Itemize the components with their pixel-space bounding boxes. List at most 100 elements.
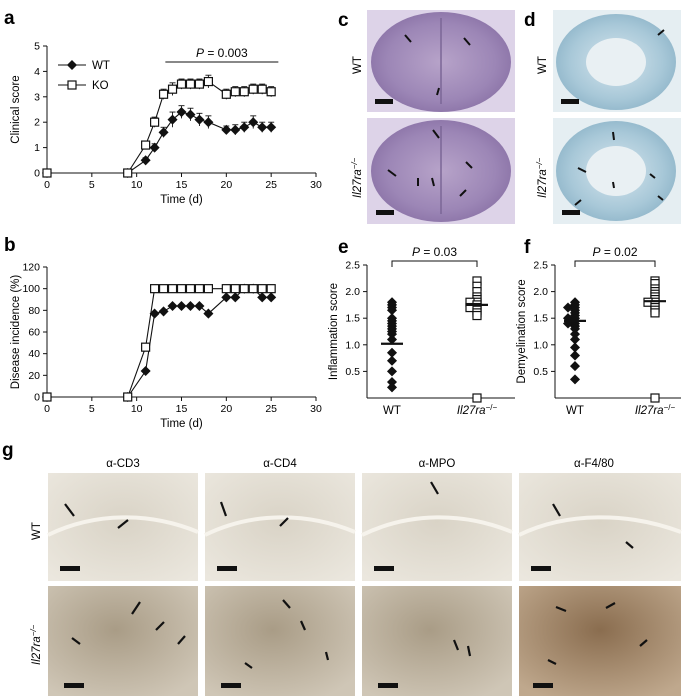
stain-label-mpo: α-MPO xyxy=(419,458,456,470)
chart-b-point-ko xyxy=(167,284,178,294)
chart-e-significance-bracket xyxy=(391,260,478,267)
panel-c-row-wt-label: WT xyxy=(352,56,364,74)
chart-a-legend-label: KO xyxy=(92,80,109,92)
chart-b-point-ko xyxy=(266,284,276,294)
chart-e-category-label: Il27ra−/− xyxy=(457,403,498,417)
chart-f-y-tick-label: 0.5 xyxy=(533,366,548,378)
chart-e-p-value: P = 0.03 xyxy=(412,245,457,259)
chart-a-legend-marker xyxy=(67,80,77,90)
chart-a-x-tick-label: 10 xyxy=(131,179,143,191)
chart-a-point-ko xyxy=(158,89,169,99)
chart-a-x-tick-label: 5 xyxy=(89,179,95,191)
chart-e-data-point xyxy=(472,393,482,403)
chart-a-point-wt xyxy=(266,122,277,133)
chart-a-clinical-score: 0 5 10 15 20 25 30 0 1 2 3 4 5 Time (d) Clinical score… xyxy=(10,41,322,207)
ihc-wt-meninges xyxy=(47,515,682,537)
scale-bar-icon xyxy=(60,566,80,571)
chart-a-point-ko xyxy=(239,87,249,97)
chart-b-x-tick-label: 0 xyxy=(44,403,50,415)
stain-label-cd4: α-CD4 xyxy=(263,458,297,470)
panel-g-row-ko-label: Il27ra−/− xyxy=(29,624,43,665)
scale-bar-icon xyxy=(561,99,579,104)
chart-b-y-tick-label: 0 xyxy=(34,392,40,404)
chart-e-y-tick-label: 1.5 xyxy=(345,313,360,325)
chart-a-y-tick-label: 2 xyxy=(34,117,40,129)
chart-a-legend-marker xyxy=(66,59,78,71)
chart-b-x-tick-label: 5 xyxy=(89,403,95,415)
chart-a-point-ko xyxy=(257,84,267,94)
chart-f-y-tick-label: 1.0 xyxy=(533,339,548,351)
ihc-wt-f480-image xyxy=(519,473,681,581)
chart-b-point-wt xyxy=(266,292,277,303)
chart-a-x-tick-label: 20 xyxy=(220,179,232,191)
chart-a-x-axis-label: Time (d) xyxy=(160,194,203,206)
chart-b-point-wt xyxy=(167,300,178,312)
chart-b-point-ko xyxy=(123,392,133,402)
scale-bar-icon xyxy=(375,99,393,104)
chart-b-series-line-ko xyxy=(47,288,272,398)
ko-genotype-superscript: −/− xyxy=(664,403,676,412)
chart-b-point-wt xyxy=(185,300,196,312)
ko-genotype-superscript: −/− xyxy=(350,157,359,169)
chart-a-point-ko xyxy=(167,84,178,94)
chart-b-point-ko xyxy=(150,284,160,294)
chart-b-y-tick-label: 20 xyxy=(28,370,40,382)
panel-d-wt-arrows xyxy=(657,29,665,36)
ko-genotype-text: Il27ra xyxy=(457,405,486,417)
ko-genotype-text: Il27ra xyxy=(537,169,549,198)
chart-b-x-axis-label: Time (d) xyxy=(160,418,203,430)
chart-b-point-wt xyxy=(176,300,187,312)
chart-a-y-tick-label: 5 xyxy=(34,41,40,53)
chart-a-legend-label: WT xyxy=(92,60,110,72)
chart-b-y-tick-label: 120 xyxy=(22,262,40,274)
chart-f-data-point xyxy=(569,374,581,385)
ko-genotype-superscript: −/− xyxy=(535,157,544,169)
chart-b-disease-incidence: 0 5 10 15 20 25 30 0 20 40 60 80 100 120 Time (d) Disea… xyxy=(10,262,322,431)
chart-a-point-ko xyxy=(194,79,205,89)
chart-b-point-ko xyxy=(257,284,267,294)
stain-label-cd3: α-CD3 xyxy=(106,458,139,470)
chart-a-point-ko xyxy=(42,168,52,178)
chart-a-point-wt xyxy=(176,107,187,118)
panel-label-e: e xyxy=(338,237,349,258)
ko-genotype-text: Il27ra xyxy=(635,405,664,417)
chart-a-point-wt xyxy=(221,124,232,135)
chart-b-y-tick-label: 80 xyxy=(28,305,40,317)
chart-a-point-ko xyxy=(248,84,258,94)
chart-a-point-wt xyxy=(167,114,178,125)
chart-e-data-point xyxy=(472,310,482,321)
chart-a-point-ko xyxy=(266,87,276,97)
scale-bar-icon xyxy=(64,683,84,688)
panel-d-ko-arrows xyxy=(574,131,664,206)
chart-a-x-tick-label: 15 xyxy=(176,179,188,191)
panel-label-c: c xyxy=(338,10,349,31)
chart-b-y-tick-label: 100 xyxy=(22,283,40,295)
chart-f-y-tick-label: 2.5 xyxy=(533,260,548,272)
chart-b-point-ko xyxy=(248,284,258,294)
chart-f-demyelination-score: 0.5 1.0 1.5 2.0 2.5 Demyelination score WT Il27… xyxy=(516,245,681,417)
chart-a-point-wt xyxy=(203,117,214,128)
chart-a-point-ko xyxy=(141,140,151,150)
panel-label-f: f xyxy=(524,237,531,258)
panel-d-wt-grey-matter xyxy=(586,38,646,86)
chart-b-point-ko xyxy=(194,284,205,294)
panel-g-row-wt-label: WT xyxy=(31,522,43,540)
chart-b-x-tick-label: 15 xyxy=(176,403,188,415)
chart-a-p-value: P = 0.003 xyxy=(196,46,248,60)
panel-c-ko-arrows xyxy=(387,129,473,197)
chart-b-series-line-wt xyxy=(47,288,272,398)
chart-a-point-wt xyxy=(185,109,196,120)
ihc-ko-f480-image xyxy=(519,586,681,696)
chart-a-point-wt xyxy=(158,127,169,138)
chart-b-point-ko xyxy=(239,284,249,294)
panel-label-b: b xyxy=(4,235,16,256)
chart-f-y-tick-label: 1.5 xyxy=(533,313,548,325)
p-symbol: P xyxy=(196,46,204,60)
chart-a-y-axis-label: Clinical score xyxy=(10,75,22,143)
chart-a-point-ko xyxy=(203,76,213,87)
chart-f-y-axis-label: Demyelination score xyxy=(516,279,528,383)
chart-a-point-ko xyxy=(150,117,160,127)
ko-genotype-text: Il27ra xyxy=(31,636,43,665)
chart-a-point-wt xyxy=(194,114,205,125)
